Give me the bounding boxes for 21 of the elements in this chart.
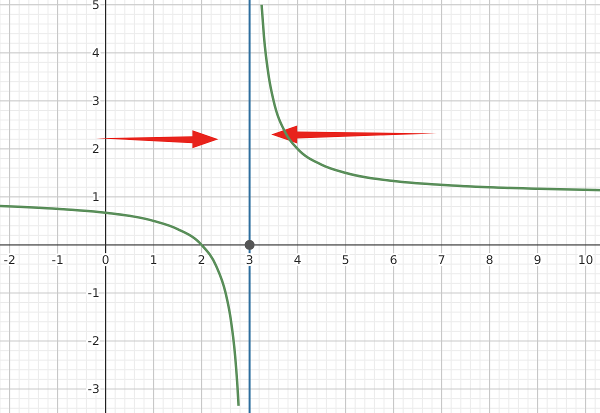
y-tick-label: 4 <box>92 46 100 60</box>
x-tick-label: -2 <box>4 252 16 267</box>
y-tick-label: 2 <box>92 142 100 156</box>
y-tick-label: 3 <box>92 94 100 108</box>
y-tick-label: -1 <box>88 286 100 300</box>
line-series <box>0 204 240 408</box>
x-tick-label: 4 <box>294 252 302 267</box>
x-tick-label: 6 <box>390 252 398 267</box>
x-tick-label: 8 <box>486 252 494 267</box>
x-tick-label: 10 <box>578 252 594 267</box>
y-tick-label: -3 <box>88 382 100 396</box>
x-tick-label: 1 <box>150 252 158 267</box>
x-tick-label: 7 <box>438 252 446 267</box>
x-tick-label: 9 <box>534 252 542 267</box>
x-tick-label: 2 <box>198 252 206 267</box>
y-tick-label: 1 <box>92 190 100 204</box>
y-tick-label: -2 <box>88 334 100 348</box>
x-tick-label: -1 <box>52 252 64 267</box>
y-tick-label: 5 <box>92 0 100 12</box>
x-tick-label: 5 <box>342 252 350 267</box>
line-series <box>260 4 600 192</box>
